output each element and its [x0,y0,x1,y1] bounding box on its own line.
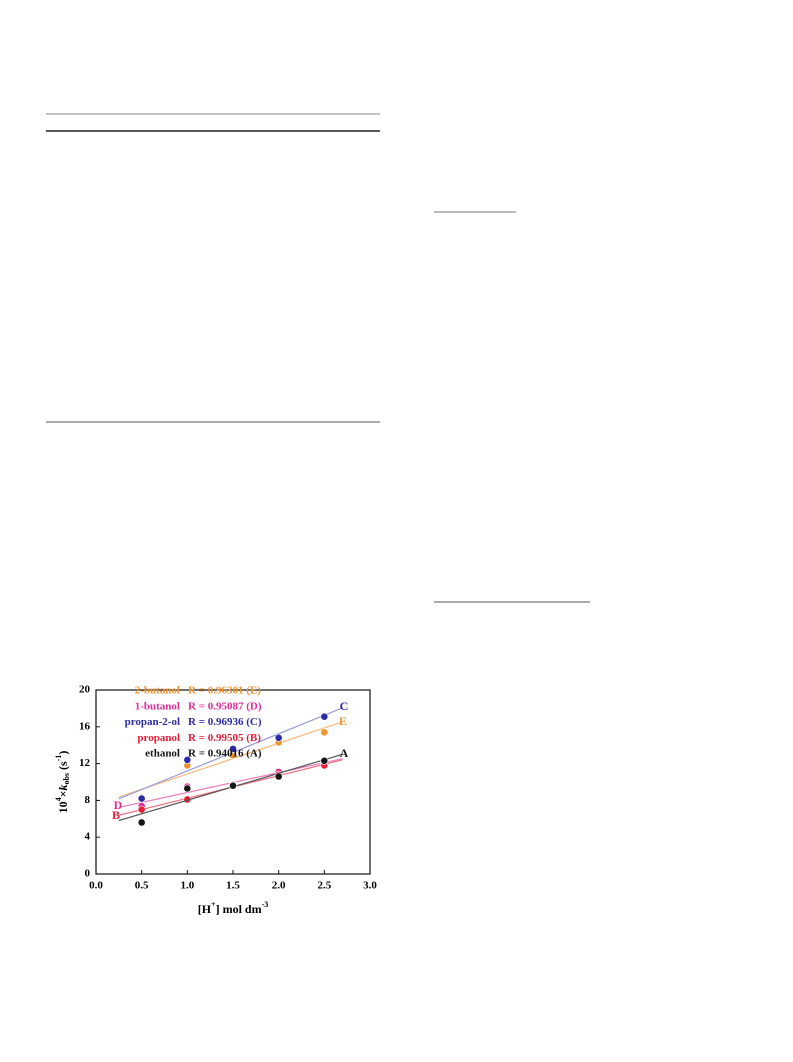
y-label-part: × [56,791,70,798]
line-label: E [339,714,347,728]
point [137,805,146,814]
point [183,756,192,764]
legend-fit: R = 0.96936 (C) [188,716,262,728]
point [274,772,283,781]
legend-name: 2-butanol [135,685,180,697]
y-label-part: 4 [54,797,63,801]
point [274,733,283,742]
point [137,794,146,803]
y-tick-label: 8 [85,794,91,806]
y-label-part: -1 [54,755,63,762]
x-tick-label: 3.0 [363,880,377,892]
y-label-part: k [56,785,70,791]
x-tick-label: 2.5 [317,880,331,892]
x-axis-label: [H+] mol dm-3 [198,900,269,916]
x-tick-label: 2.0 [272,880,286,892]
legend-fit: R = 0.95087 (D) [188,700,262,712]
point [183,784,192,793]
x-label-part: [H [198,902,212,916]
legend-name: ethanol [145,748,180,760]
line-label: C [340,699,349,713]
point [229,744,237,753]
point [229,781,237,790]
point [320,756,329,765]
legend-fit: R = 0.94016 (A) [188,748,262,760]
y-label-part: obs [62,773,71,785]
x-tick-label: 0.5 [135,880,149,892]
y-label-part: ) [56,751,70,755]
point [320,712,329,721]
x-tick-label: 0.0 [89,880,103,892]
legend-fit: R = 0.96301 (E) [188,685,261,697]
legend-name: propanol [137,732,180,744]
y-axis-label: 104×kobs (s-1) [54,751,71,814]
x-label-part: ] mol dm [216,902,262,916]
y-tick-label: 12 [79,757,91,769]
line-label: D [114,798,123,812]
y-label-part: (s [56,761,70,773]
x-tick-label: 1.5 [226,880,240,892]
y-tick-label: 16 [79,720,91,732]
legend-name: propan-2-ol [125,716,180,728]
y-tick-label: 20 [79,684,91,696]
x-label-part: -3 [262,900,269,909]
point [320,728,329,737]
x-tick-label: 1.0 [180,880,194,892]
y-tick-label: 0 [85,868,91,880]
point [137,818,146,827]
y-tick-label: 4 [85,831,91,843]
legend-fit: R = 0.99505 (B) [188,732,261,744]
line-label: B [112,808,120,822]
legend-name: 1-butanol [135,700,180,712]
fit-line [118,721,343,798]
fit-line [118,707,343,800]
line-label: A [340,746,349,760]
y-label-part: 10 [56,801,70,813]
x-label-part: + [211,900,216,909]
